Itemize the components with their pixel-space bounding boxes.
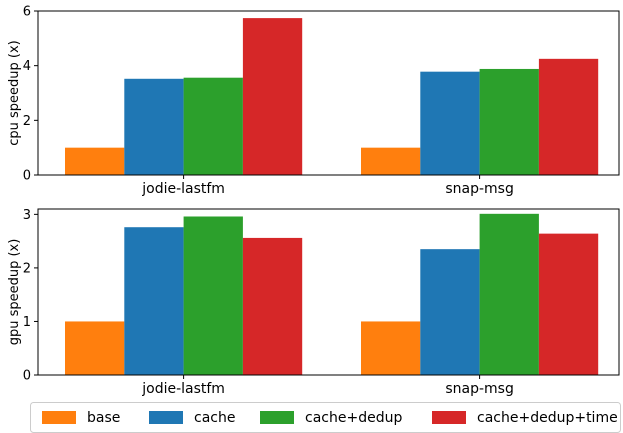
legend-swatch-cache-dedup-time (432, 411, 466, 424)
x-tick-label: jodie-lastfm (141, 181, 225, 197)
bar-cache-snap-msg (420, 71, 480, 175)
bar-cache-dedup-time-snap-msg (538, 233, 599, 375)
y-axis-title: cpu speedup (x) (7, 40, 22, 146)
y-tick-label: 0 (23, 369, 31, 384)
legend-label-cache-dedup-time: cache+dedup+time (477, 410, 618, 426)
bar-cache-dedup-jodie-lastfm (183, 77, 243, 175)
legend-swatch-base (42, 411, 76, 424)
bar-cache-dedup-snap-msg (479, 213, 539, 375)
bar-cache-jodie-lastfm (124, 78, 184, 175)
legend-label-cache-dedup: cache+dedup (305, 410, 402, 426)
legend-label-cache: cache (194, 410, 235, 426)
y-tick-label: 2 (23, 261, 31, 276)
plot-frame (37, 208, 620, 376)
cpu-speedup-panel: 0 2 4 6 jodie-lastfm snap-msg cpu speedup (x) (7, 5, 620, 197)
bar-cache-dedup-time-jodie-lastfm (242, 237, 303, 375)
y-tick-label: 4 (23, 59, 31, 74)
bar-base-snap-msg (361, 147, 421, 175)
bar-base-jodie-lastfm (65, 321, 125, 375)
legend-swatch-cache-dedup (260, 411, 294, 424)
bar-base-jodie-lastfm (65, 147, 125, 175)
x-tick-label: jodie-lastfm (141, 381, 225, 397)
bar-cache-dedup-snap-msg (479, 68, 539, 175)
bar-cache-jodie-lastfm (124, 227, 184, 375)
bar-cache-dedup-time-jodie-lastfm (242, 18, 303, 176)
bar-cache-dedup-time-snap-msg (538, 58, 599, 176)
x-tick-label: snap-msg (445, 381, 514, 397)
chart-legend: base cache cache+dedup cache+dedup+time (30, 402, 621, 433)
y-tick-label: 1 (23, 315, 31, 330)
bar-base-snap-msg (361, 321, 421, 375)
x-tick-label: snap-msg (445, 181, 514, 197)
y-axis-title: gpu speedup (x) (7, 239, 22, 346)
y-tick-label: 2 (23, 114, 31, 129)
bar-cache-snap-msg (420, 249, 480, 375)
legend-label-base: base (87, 410, 120, 426)
plot-frame (37, 10, 620, 176)
gpu-speedup-panel: 0 1 2 3 jodie-lastfm snap-msg gpu speedup (x) (7, 208, 620, 397)
y-tick-label: 3 (23, 208, 31, 223)
bar-cache-dedup-jodie-lastfm (183, 216, 243, 375)
legend-swatch-cache (149, 411, 183, 424)
y-tick-label: 0 (23, 169, 31, 184)
y-tick-label: 6 (23, 5, 31, 20)
